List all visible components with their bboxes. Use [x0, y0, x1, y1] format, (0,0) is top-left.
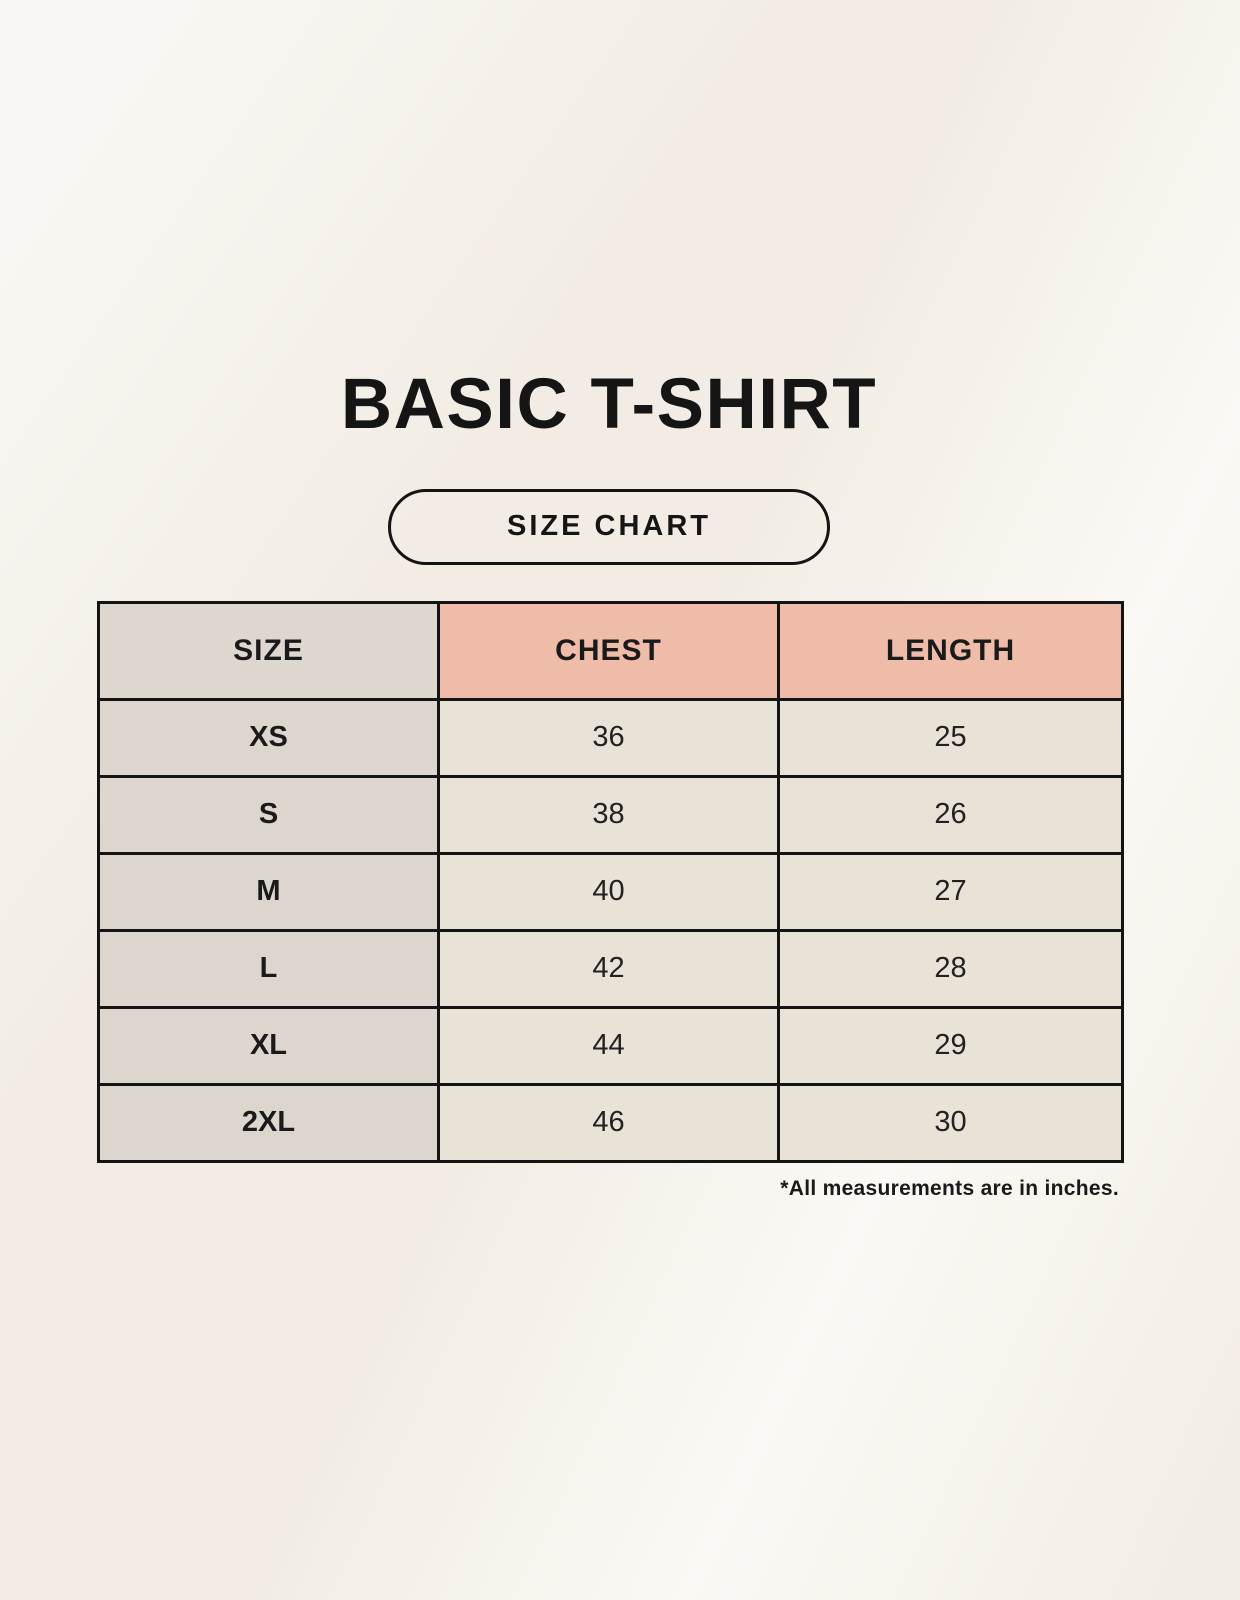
size-cell: M: [97, 851, 440, 932]
table-row: M 40 27: [97, 851, 1124, 932]
length-cell: 26: [777, 774, 1124, 855]
size-chart-button[interactable]: SIZE CHART: [388, 488, 830, 565]
length-cell: 27: [777, 851, 1124, 932]
size-cell: S: [97, 774, 440, 855]
table-row: L 42 28: [97, 928, 1124, 1009]
length-cell: 30: [777, 1082, 1124, 1163]
size-cell: XL: [97, 1005, 440, 1086]
table-row: S 38 26: [97, 774, 1124, 855]
length-cell: 25: [777, 697, 1124, 778]
size-cell: 2XL: [97, 1082, 440, 1163]
chest-cell: 36: [437, 697, 780, 778]
size-cell: L: [97, 928, 440, 1009]
table-row: XS 36 25: [97, 697, 1124, 778]
column-header-chest: CHEST: [437, 600, 780, 701]
table-row: XL 44 29: [97, 1005, 1124, 1086]
column-header-length: LENGTH: [777, 600, 1124, 701]
measurements-footnote: *All measurements are in inches.: [780, 1176, 1119, 1200]
column-header-size: SIZE: [97, 600, 440, 701]
length-cell: 28: [777, 928, 1124, 1009]
chest-cell: 42: [437, 928, 780, 1009]
content-column: BASIC T-SHIRT SIZE CHART SIZE CHEST LENG…: [97, 0, 1124, 1201]
chest-cell: 40: [437, 851, 780, 932]
chest-cell: 44: [437, 1005, 780, 1086]
chest-cell: 38: [437, 774, 780, 855]
size-cell: XS: [97, 697, 440, 778]
size-chart-table: SIZE CHEST LENGTH XS 36 25 S 38 26 M: [97, 600, 1124, 1163]
table-row: 2XL 46 30: [97, 1082, 1124, 1163]
table-header-row: SIZE CHEST LENGTH: [97, 600, 1124, 701]
chest-cell: 46: [437, 1082, 780, 1163]
length-cell: 29: [777, 1005, 1124, 1086]
page-title: BASIC T-SHIRT: [340, 365, 878, 444]
